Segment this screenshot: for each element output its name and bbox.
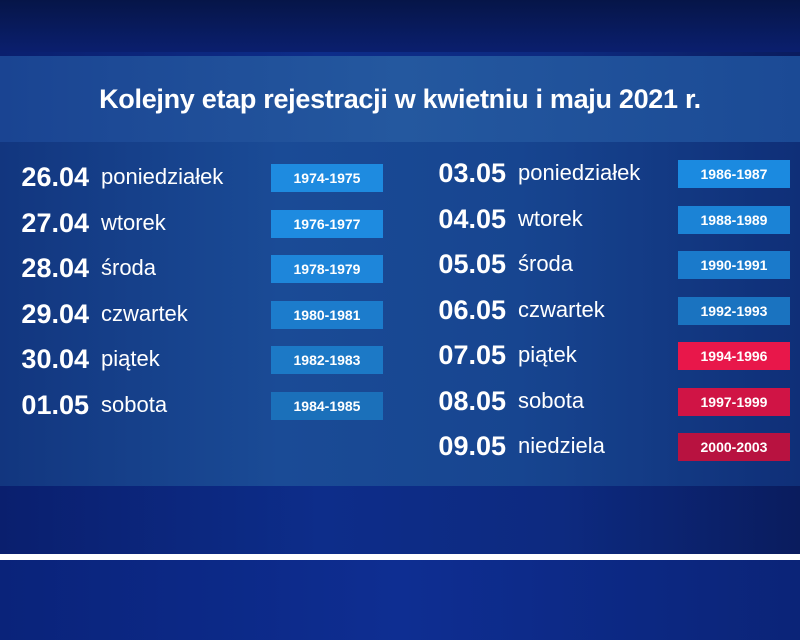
birth-years-badge: 1976-1977 (271, 209, 383, 238)
date-label: 30.04 (21, 344, 89, 374)
weekday-label: sobota (518, 387, 585, 413)
date-label: 04.05 (438, 203, 506, 234)
weekday-label: czwartek (101, 300, 188, 326)
weekday-label: wtorek (518, 205, 583, 231)
schedule-row: 28.04 środa 1978-1979 (0, 251, 393, 285)
weekday-label: poniedziałek (101, 164, 224, 189)
schedule-row: 08.05 sobota 1997-1999 (410, 384, 800, 418)
title-band (0, 56, 800, 142)
top-strip (0, 0, 800, 52)
birth-years-badge: 1990-1991 (678, 251, 790, 279)
date-label: 05.05 (438, 249, 506, 279)
birth-years-badge: 1978-1979 (271, 255, 383, 283)
weekday-label: wtorek (101, 209, 166, 235)
schedule-row: 03.05 poniedziałek 1986-1987 (410, 156, 800, 190)
schedule-row: 26.04 poniedziałek 1974-1975 (0, 160, 393, 194)
date-label: 26.04 (21, 162, 89, 192)
date-label: 01.05 (21, 389, 89, 420)
date-label: 28.04 (21, 253, 89, 283)
birth-years-badge: 1988-1989 (678, 205, 790, 234)
birth-years-badge: 1984-1985 (271, 391, 383, 420)
weekday-label: poniedziałek (518, 160, 641, 185)
date-label: 03.05 (438, 158, 506, 188)
date-label: 29.04 (21, 298, 89, 329)
birth-years-badge: 1980-1981 (271, 300, 383, 329)
weekday-label: środa (518, 251, 574, 276)
birth-years-badge: 1986-1987 (678, 160, 790, 188)
date-label: 07.05 (438, 340, 506, 370)
weekday-label: piątek (518, 342, 577, 367)
weekday-label: środa (101, 255, 157, 280)
birth-years-badge: 1974-1975 (271, 164, 383, 192)
schedule-row: 30.04 piątek 1982-1983 (0, 342, 393, 376)
date-label: 06.05 (438, 294, 506, 325)
schedule-row: 04.05 wtorek 1988-1989 (410, 202, 800, 236)
date-label: 08.05 (438, 385, 506, 416)
schedule-row: 01.05 sobota 1984-1985 (0, 388, 393, 422)
weekday-label: czwartek (518, 296, 605, 322)
birth-years-badge: 1992-1993 (678, 296, 790, 325)
weekday-label: piątek (101, 346, 160, 371)
schedule-row: 07.05 piątek 1994-1996 (410, 338, 800, 372)
date-label: 09.05 (438, 431, 506, 461)
birth-years-badge: 1982-1983 (271, 346, 383, 374)
birth-years-badge: 1997-1999 (678, 387, 790, 416)
bottom-bar (0, 560, 800, 640)
birth-years-badge: 1994-1996 (678, 342, 790, 370)
weekday-label: niedziela (518, 433, 605, 458)
birth-years-badge: 2000-2003 (678, 433, 790, 461)
schedule-row: 29.04 czwartek 1980-1981 (0, 297, 393, 331)
weekday-label: sobota (101, 391, 168, 417)
schedule-row: 09.05 niedziela 2000-2003 (410, 429, 800, 463)
page-title: Kolejny etap rejestracji w kwietniu i ma… (99, 84, 701, 114)
date-label: 27.04 (21, 207, 89, 238)
schedule-row: 06.05 czwartek 1992-1993 (410, 293, 800, 327)
schedule-row: 05.05 środa 1990-1991 (410, 247, 800, 281)
schedule-row: 27.04 wtorek 1976-1977 (0, 206, 393, 240)
